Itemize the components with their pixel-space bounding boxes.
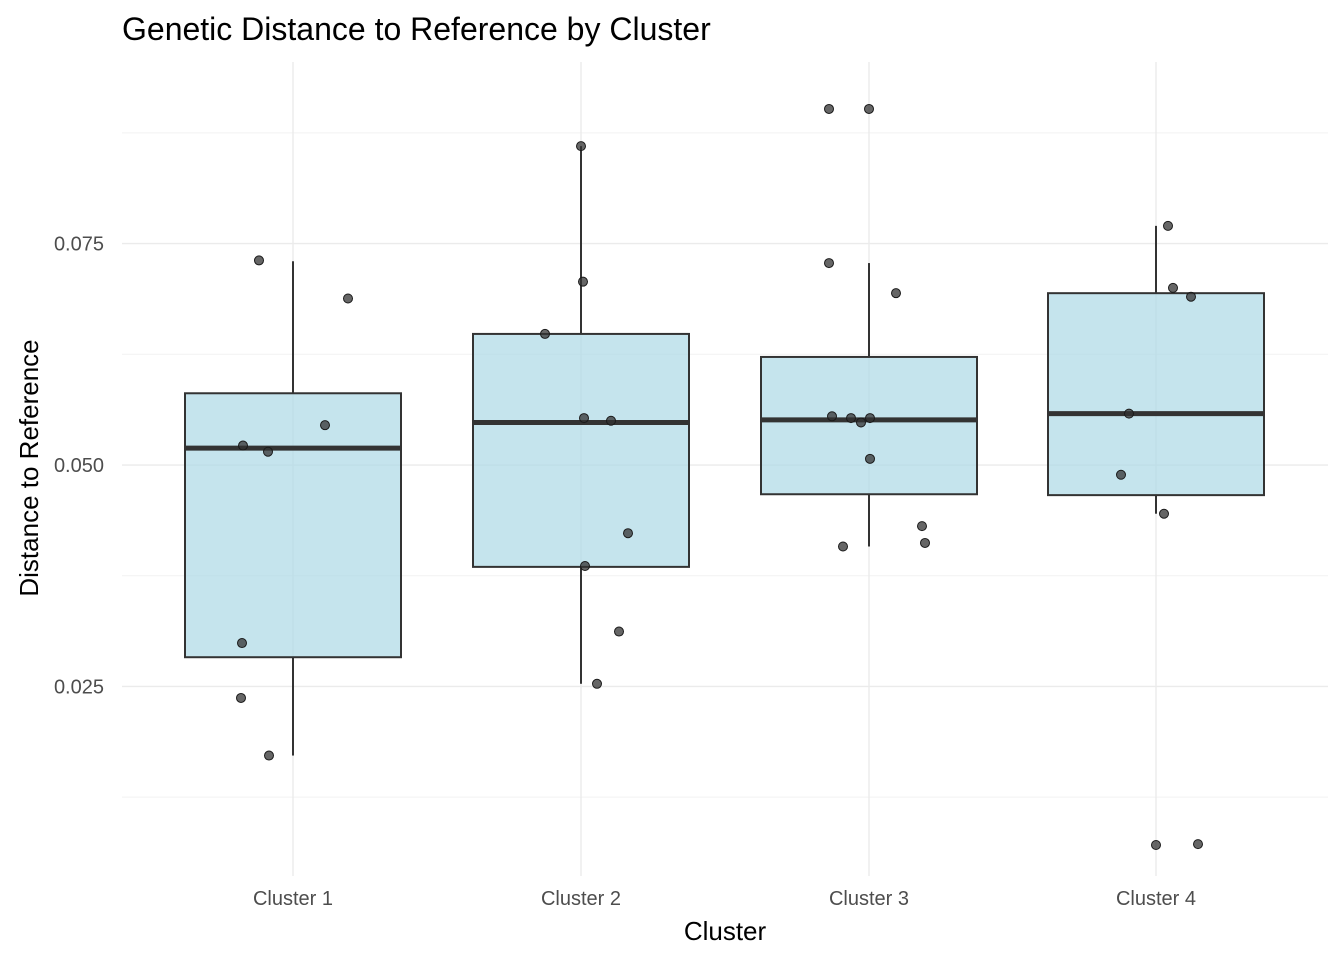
data-point-c4-5 xyxy=(1159,508,1169,519)
data-point-c1-7 xyxy=(264,750,274,761)
chart-title: Genetic Distance to Reference by Cluster xyxy=(122,11,711,47)
data-point-c3-8 xyxy=(865,453,875,464)
box-3 xyxy=(760,355,978,496)
box-1 xyxy=(184,392,402,659)
data-point-c4-2 xyxy=(1186,291,1196,302)
data-point-c3-9 xyxy=(917,521,927,532)
data-point-c1-6 xyxy=(236,692,246,703)
data-point-c2-7 xyxy=(614,626,624,637)
x-axis-title: Cluster xyxy=(684,916,767,946)
data-point-c3-4 xyxy=(827,411,837,422)
y-tick-label-2: 0.075 xyxy=(54,234,104,256)
data-point-c2-5 xyxy=(623,528,633,539)
y-tick-label-1: 0.050 xyxy=(54,455,104,477)
data-point-c1-4 xyxy=(320,420,330,431)
data-point-c2-4 xyxy=(606,415,616,426)
data-point-c3-2 xyxy=(824,258,834,269)
data-point-c1-2 xyxy=(238,440,248,451)
data-point-c3-11 xyxy=(838,541,848,552)
data-point-c3-3 xyxy=(891,288,901,299)
data-point-c4-3 xyxy=(1124,408,1134,419)
box-2 xyxy=(472,332,690,568)
data-point-c2-2 xyxy=(540,328,550,339)
axis-layer: 0.025 0.050 0.075 Cluster 1 Cluster 2 Cluster… xyxy=(54,234,1196,910)
data-point-c2-8 xyxy=(592,678,602,689)
data-point-c1-0 xyxy=(254,255,264,266)
data-point-c4-7 xyxy=(1193,839,1203,850)
y-tick-label-0: 0.025 xyxy=(54,676,104,698)
data-point-c4-0 xyxy=(1163,220,1173,231)
data-point-c1-5 xyxy=(237,638,247,649)
data-point-c3-5 xyxy=(846,413,856,424)
data-point-c4-6 xyxy=(1151,839,1161,850)
data-point-c3-7 xyxy=(856,417,866,428)
data-point-c3-0 xyxy=(824,103,834,114)
x-tick-label-2: Cluster 3 xyxy=(829,888,909,910)
data-point-c2-3 xyxy=(579,413,589,424)
data-point-c3-1 xyxy=(864,103,874,114)
point-layer xyxy=(236,103,1203,850)
data-point-c1-3 xyxy=(263,446,273,457)
data-point-c4-4 xyxy=(1116,469,1126,480)
data-point-c2-1 xyxy=(578,276,588,287)
box-layer xyxy=(184,146,1265,756)
data-point-c1-1 xyxy=(343,293,353,304)
data-point-c3-6 xyxy=(865,413,875,424)
x-tick-label-3: Cluster 4 xyxy=(1116,888,1196,910)
data-point-c4-1 xyxy=(1168,282,1178,293)
y-axis-title: Distance to Reference xyxy=(14,339,44,596)
x-tick-label-1: Cluster 2 xyxy=(541,888,621,910)
x-tick-label-0: Cluster 1 xyxy=(253,888,333,910)
box-4 xyxy=(1047,292,1265,497)
data-point-c3-10 xyxy=(920,537,930,548)
data-point-c2-0 xyxy=(576,141,586,152)
data-point-c2-6 xyxy=(580,560,590,571)
